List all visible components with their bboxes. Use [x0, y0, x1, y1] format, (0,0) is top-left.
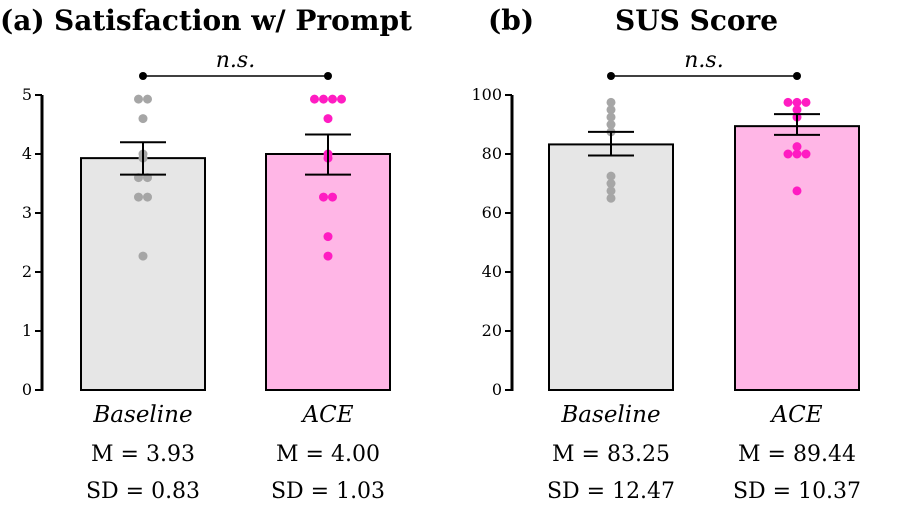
panel-b-point-baseline — [606, 112, 616, 122]
panel-b-y-tick-label: 100 — [471, 85, 502, 104]
panel-a-sd-label-baseline: SD = 0.83 — [86, 479, 200, 504]
panel-b-y-tick-label: 80 — [482, 144, 502, 163]
panel-b-point-baseline — [606, 105, 616, 115]
panel-b-point-baseline — [606, 186, 616, 196]
panel-a-y-tick-label: 0 — [22, 380, 32, 399]
panel-a-point-ace — [328, 94, 337, 104]
panel-a-bar-ace — [265, 153, 391, 391]
panel-a-mean-label-baseline: M = 3.93 — [91, 442, 195, 467]
panel-b-bar-ace — [734, 125, 860, 391]
panel-a-y-tick-label: 5 — [22, 85, 32, 104]
panel-a-point-ace — [323, 251, 333, 261]
panel-a-point-baseline — [143, 192, 152, 202]
panel-a-category-label-baseline: Baseline — [92, 402, 192, 428]
panel-a-significance-end — [324, 72, 332, 80]
panel-a-sd-label-ace: SD = 1.03 — [271, 479, 385, 504]
panel-a-point-ace — [310, 94, 319, 104]
panel-a-point-baseline — [138, 114, 148, 124]
panel-a-point-ace — [337, 94, 346, 104]
panel-b-point-baseline — [606, 171, 616, 181]
panel-a-y-tick-label: 4 — [22, 144, 32, 163]
panel-a-category-label-ace: ACE — [301, 402, 354, 428]
panel-b-y-tick-label: 0 — [492, 380, 502, 399]
panel-b-mean-label-ace: M = 89.44 — [738, 442, 856, 467]
panel-a-point-ace — [319, 192, 328, 202]
panel-b-point-baseline — [606, 97, 616, 107]
panel-b-point-ace — [792, 105, 802, 115]
panel-a-y-tick-label: 2 — [22, 262, 32, 281]
panel-b-sd-label-baseline: SD = 12.47 — [547, 479, 675, 504]
panel-b-point-ace — [792, 97, 802, 107]
panel-b-point-ace — [801, 97, 811, 107]
panel-a-y-tick-label: 1 — [22, 321, 32, 340]
panel-b-point-baseline — [606, 120, 616, 129]
panel-b-sd-label-ace: SD = 10.37 — [733, 479, 861, 504]
panel-b-category-label-ace: ACE — [770, 402, 823, 428]
panel-b-category-label-baseline: Baseline — [560, 402, 660, 428]
panel-b-point-baseline — [606, 179, 616, 188]
panel-a-point-ace — [319, 94, 328, 104]
panel-a-point-baseline — [134, 94, 143, 104]
panel-b-mean-label-baseline: M = 83.25 — [552, 442, 670, 467]
panel-a-label: (a) — [0, 4, 45, 37]
panel-b-point-ace — [792, 142, 802, 152]
panel-b-significance-end — [607, 72, 615, 80]
panel-b-point-baseline — [606, 193, 616, 203]
panel-a-point-baseline — [138, 251, 148, 261]
panel-a-point-ace — [323, 114, 333, 124]
panel-b-significance-end — [793, 72, 801, 80]
panel-b-point-ace — [783, 149, 793, 159]
panel-b-y-tick-label: 20 — [482, 321, 502, 340]
panel-a-y-tick-label: 3 — [22, 203, 32, 222]
panel-b-label: (b) — [488, 4, 534, 37]
panel-a-point-baseline — [143, 94, 152, 104]
panel-a-bar-baseline — [80, 157, 206, 391]
panel-b-point-ace — [792, 149, 802, 159]
panel-a-point-baseline — [134, 192, 143, 202]
panel-b-y-tick-label: 60 — [482, 203, 502, 222]
panel-b-point-ace — [792, 186, 802, 196]
panel-b-point-ace — [801, 149, 811, 159]
panel-a-title: Satisfaction w/ Prompt — [54, 4, 412, 37]
panel-b-y-tick-label: 40 — [482, 262, 502, 281]
plot-layer: 0 1 2 3 4 5 n.s. Baseline M = 3.93 SD = 0.83 ACE M … — [22, 48, 861, 504]
panel-b-point-ace — [783, 97, 793, 107]
panel-a-point-ace — [328, 192, 337, 202]
panel-b-significance-label: n.s. — [684, 48, 723, 73]
panel-a-significance-label: n.s. — [216, 48, 255, 73]
panel-b-title: SUS Score — [615, 4, 778, 37]
panel-a-significance-end — [139, 72, 147, 80]
panel-a-point-ace — [323, 232, 333, 242]
panel-a-mean-label-ace: M = 4.00 — [276, 442, 380, 467]
